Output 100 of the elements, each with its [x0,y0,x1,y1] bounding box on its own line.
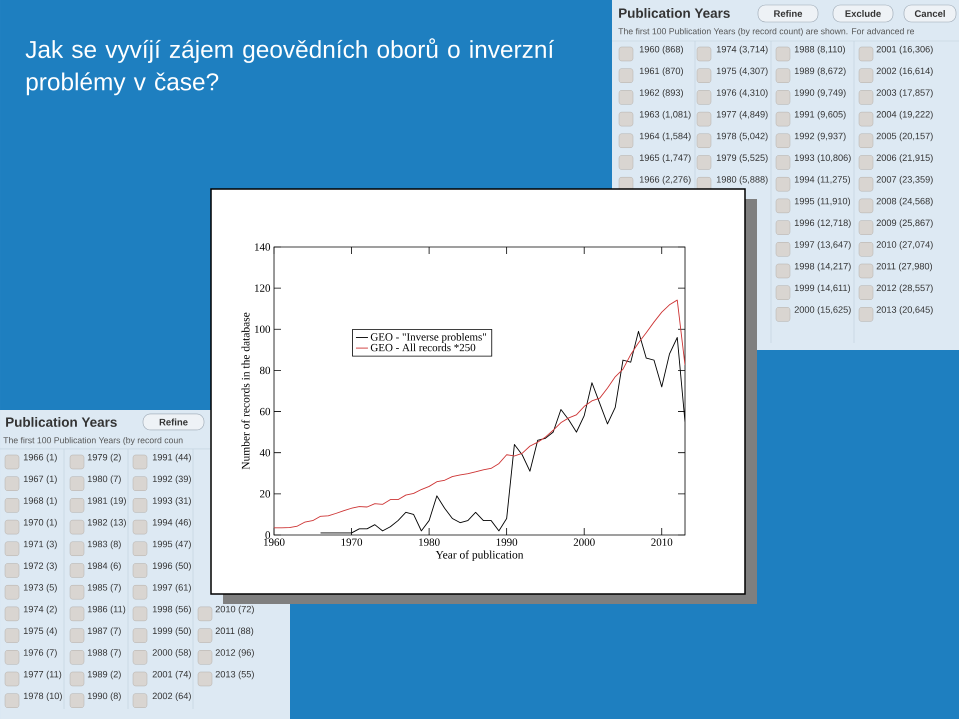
y-tick-label: 120 [255,284,270,292]
category-label: 1990 (8) [88,692,121,701]
category-label: 1966 (2,276) [640,176,691,184]
category-label: 2011 (27,980) [876,262,932,272]
category-label: 2001 (74) [152,670,191,680]
category-label: 1973 (5) [24,584,57,592]
category-label: 1961 (870) [640,67,683,76]
y-tick-label: 20 [260,490,270,498]
legend-label: GEO - "Inverse problems" [370,332,486,343]
y-tick-label: 0 [265,531,270,539]
category-label: 2010 (27,074) [876,241,933,250]
category-label: 1979 (2) [88,454,121,462]
category-label: 1997 (13,647) [794,241,851,250]
category-label: 1994 (11,275) [794,176,850,184]
category-label: 1997 (61) [152,584,191,592]
category-label: 1971 (3) [24,540,57,550]
category-label: 1976 (7) [24,649,57,658]
category-label: 1970 (1) [24,518,57,528]
category-label: 2000 (58) [152,649,191,658]
category-label: 1994 (46) [152,518,191,528]
category-label: 2000 (15,625) [794,306,851,315]
category-label: 1977 (4,849) [716,110,768,120]
category-label: 2013 (55) [216,670,254,680]
category-label: 2012 (96) [216,649,254,658]
category-label: 1984 (6) [88,562,121,571]
category-label: 1975 (4,307) [716,67,768,76]
category-label: 2010 (72) [216,606,254,614]
text: Refine [160,418,188,426]
category-label: 2011 (88) [216,627,254,636]
category-label: 1980 (5,888) [716,176,768,184]
category-label: 1996 (50) [152,562,191,571]
category-label: 1977 (11) [24,670,62,680]
category-label: 2005 (20,157) [876,132,933,142]
category-label: 1982 (13) [88,518,126,528]
text: The first 100 Publication Years (by record coun [3,436,182,446]
category-label: 1988 (7) [88,649,121,658]
category-label: 1991 (44) [152,454,191,462]
category-label: 2003 (17,857) [876,89,933,98]
category-label: 1999 (14,611) [794,284,850,293]
category-label: 2004 (19,222) [876,110,933,120]
x-tick-label: 1960 [264,538,285,546]
category-label: 1962 (893) [640,89,683,98]
category-label: 1974 (2) [24,606,57,614]
category-label: 1983 (8) [88,540,121,550]
text: The first 100 Publication Years (by record count) are shown. For advanced re [618,28,914,36]
chart-title: Jak se vyvíjí zájem geovědních oborů o inverzní problémy v čase? [26,38,554,96]
category-label: 1968 (1) [24,497,57,506]
x-axis-title: Year of publication [436,550,524,561]
category-label: 1996 (12,718) [794,219,851,228]
category-label: 1972 (3) [24,562,57,571]
text: Publication Years [6,417,117,427]
category-label: 1979 (5,525) [716,154,768,163]
category-label: 1993 (31) [152,497,191,506]
category-label: 1990 (9,749) [794,89,846,98]
category-label: 1978 (5,042) [716,132,768,142]
category-label: 2002 (16,614) [876,67,933,76]
category-label: 1993 (10,806) [794,154,851,163]
category-label: 1991 (9,605) [794,110,846,120]
category-label: 1995 (47) [152,540,191,550]
category-label: 2007 (23,359) [876,176,933,184]
category-label: 1964 (1,584) [640,132,691,142]
category-label: 1980 (7) [88,475,121,484]
category-label: 1963 (1,081) [640,110,691,120]
category-label: 1985 (7) [88,584,121,592]
category-label: 2006 (21,915) [876,154,933,163]
category-label: 2001 (16,306) [876,46,933,54]
category-label: 2008 (24,568) [876,198,933,206]
text: Cancel [914,10,945,17]
x-tick-label: 1990 [496,538,518,546]
category-label: 1998 (14,217) [794,262,851,272]
category-label: 1975 (4) [24,627,57,636]
x-tick-label: 2000 [574,538,595,546]
x-tick-label: 1970 [342,538,362,546]
text: Publication Years [619,8,730,18]
category-label: 1976 (4,310) [716,89,768,98]
x-tick-label: 1980 [419,538,440,546]
category-label: 1992 (39) [152,475,191,484]
category-label: 1998 (56) [152,606,191,614]
y-tick-label: 60 [260,408,270,416]
x-tick-label: 2010 [651,538,672,546]
category-label: 1981 (19) [88,497,126,506]
line-series [274,300,686,528]
category-label: 1995 (11,910) [794,198,850,206]
text: Exclude [845,10,881,17]
category-label: 2009 (25,867) [876,219,933,228]
category-label: 1986 (11) [88,606,126,614]
y-tick-label: 140 [255,243,270,251]
y-tick-label: 100 [255,326,270,333]
y-tick-label: 40 [260,449,270,456]
category-label: 1978 (10) [24,692,62,701]
category-label: 1988 (8,110) [794,46,845,54]
category-label: 1960 (868) [640,46,683,54]
category-label: 1992 (9,937) [794,132,846,142]
y-tick-label: 80 [260,366,270,374]
text: Refine [774,10,802,17]
category-label: 2013 (20,645) [876,306,933,315]
category-label: 1966 (1) [24,454,57,462]
category-label: 1965 (1,747) [640,154,691,163]
category-label: 1987 (7) [88,627,121,636]
category-label: 1989 (8,672) [794,67,846,76]
